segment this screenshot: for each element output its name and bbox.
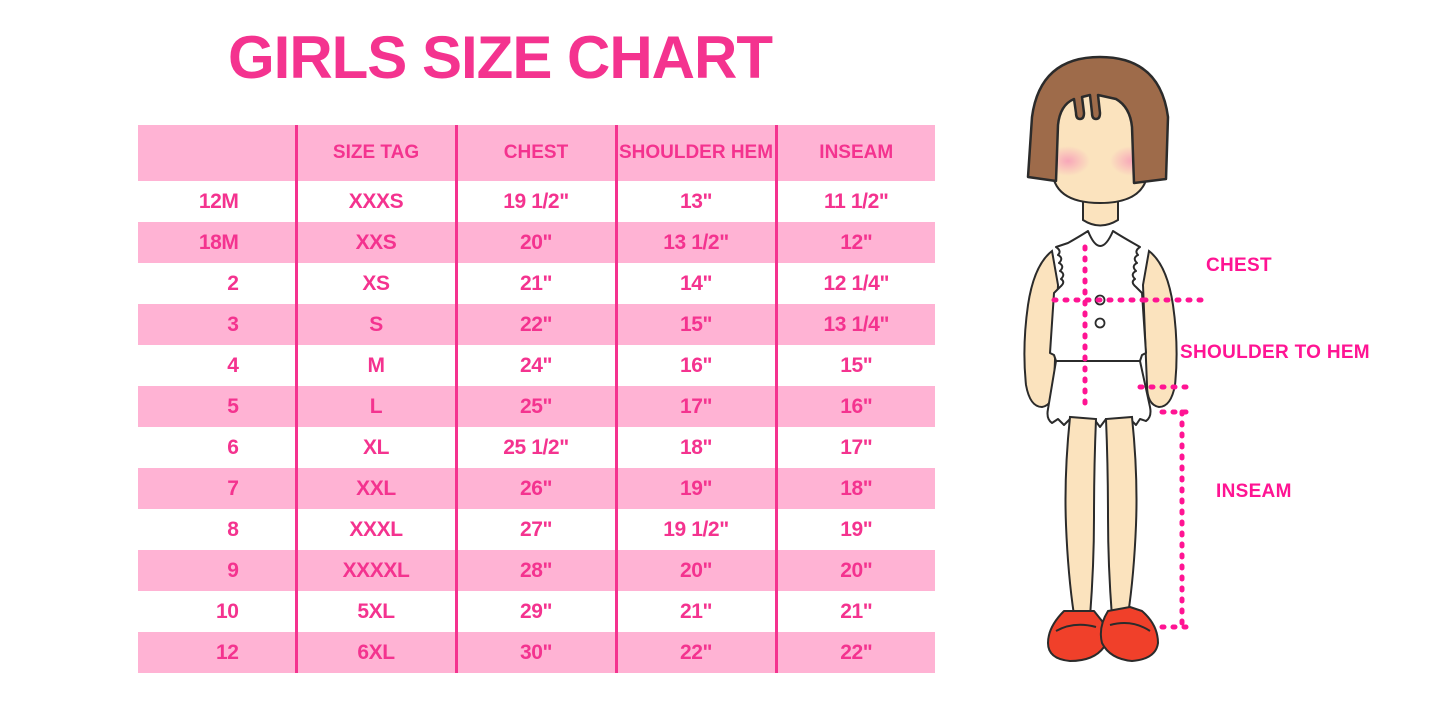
- cell-chest: 21": [454, 263, 616, 304]
- cell-shoulder-hem: 20": [614, 550, 776, 591]
- cell-size-tag: S: [294, 304, 456, 345]
- cell-shoulder-hem: 19 1/2": [614, 509, 776, 550]
- table-body: SIZE TAG CHEST SHOULDER HEM INSEAM 12M X…: [138, 125, 935, 673]
- cell-shoulder-hem: 15": [614, 304, 776, 345]
- cell-chest: 22": [454, 304, 616, 345]
- cell-inseam: 11 1/2": [774, 181, 935, 222]
- leg-right: [1104, 415, 1138, 619]
- cell-shoulder-hem: 17": [614, 386, 776, 427]
- cell-inseam: 12 1/4": [774, 263, 935, 304]
- label-shoulder-to-hem: SHOULDER TO HEM: [1180, 342, 1370, 363]
- table-row: 10 5XL 29" 21" 21": [138, 591, 935, 632]
- girl-figure-illustration: [990, 55, 1240, 695]
- table-row: 4 M 24" 16" 15": [138, 345, 935, 386]
- cell-shoulder-hem: 21": [614, 591, 776, 632]
- cell-inseam: 16": [774, 386, 935, 427]
- table-row: 8 XXXL 27" 19 1/2" 19": [138, 509, 935, 550]
- skirt-garment: [1046, 360, 1152, 428]
- column-header-inseam: INSEAM: [774, 125, 935, 181]
- cell-size-tag: XXXL: [294, 509, 456, 550]
- button-lower: [1094, 317, 1106, 329]
- cell-size-tag: 6XL: [294, 632, 456, 673]
- cell-inseam: 15": [774, 345, 935, 386]
- cell-size: 8: [138, 509, 296, 550]
- cell-inseam: 13 1/4": [774, 304, 935, 345]
- cell-size: 5: [138, 386, 296, 427]
- cell-size: 4: [138, 345, 296, 386]
- cell-size: 18M: [138, 222, 296, 263]
- cell-chest: 19 1/2": [454, 181, 616, 222]
- cell-chest: 29": [454, 591, 616, 632]
- cell-size: 3: [138, 304, 296, 345]
- cell-shoulder-hem: 13": [614, 181, 776, 222]
- cell-shoulder-hem: 14": [614, 263, 776, 304]
- table-row: 12M XXXS 19 1/2" 13" 11 1/2": [138, 181, 935, 222]
- cell-chest: 26": [454, 468, 616, 509]
- label-inseam: INSEAM: [1216, 481, 1292, 502]
- page-title: GIRLS SIZE CHART: [227, 24, 773, 91]
- cell-size-tag: XL: [294, 427, 456, 468]
- table-row: 5 L 25" 17" 16": [138, 386, 935, 427]
- shoe-right: [1099, 606, 1159, 662]
- cell-size: 7: [138, 468, 296, 509]
- cell-shoulder-hem: 19": [614, 468, 776, 509]
- cell-size: 2: [138, 263, 296, 304]
- table-row: 18M XXS 20" 13 1/2" 12": [138, 222, 935, 263]
- cell-inseam: 20": [774, 550, 935, 591]
- label-chest: CHEST: [1206, 255, 1272, 276]
- cell-inseam: 22": [774, 632, 935, 673]
- cell-size-tag: XS: [294, 263, 456, 304]
- table-row: 3 S 22" 15" 13 1/4": [138, 304, 935, 345]
- cell-inseam: 21": [774, 591, 935, 632]
- cell-chest: 24": [454, 345, 616, 386]
- table-row: 6 XL 25 1/2" 18" 17": [138, 427, 935, 468]
- cell-chest: 27": [454, 509, 616, 550]
- cell-chest: 30": [454, 632, 616, 673]
- column-header-size-tag: SIZE TAG: [294, 125, 456, 181]
- column-header-shoulder-hem: SHOULDER HEM: [614, 125, 776, 181]
- cell-chest: 25 1/2": [454, 427, 616, 468]
- table-row: 9 XXXXL 28" 20" 20": [138, 550, 935, 591]
- girl-figure-svg: [1023, 55, 1209, 662]
- cell-size-tag: M: [294, 345, 456, 386]
- cell-shoulder-hem: 22": [614, 632, 776, 673]
- cell-shoulder-hem: 18": [614, 427, 776, 468]
- cell-inseam: 18": [774, 468, 935, 509]
- cell-size-tag: XXXS: [294, 181, 456, 222]
- size-chart-table: SIZE TAG CHEST SHOULDER HEM INSEAM 12M X…: [138, 125, 935, 673]
- hair-shape: [1026, 55, 1170, 185]
- shoe-strap-left: [1055, 623, 1097, 632]
- cell-inseam: 12": [774, 222, 935, 263]
- cell-inseam: 17": [774, 427, 935, 468]
- arm-right: [1141, 249, 1178, 409]
- cell-size-tag: L: [294, 386, 456, 427]
- column-header-size: [138, 125, 296, 181]
- cell-size-tag: 5XL: [294, 591, 456, 632]
- table-row: 12 6XL 30" 22" 22": [138, 632, 935, 673]
- cell-size: 12: [138, 632, 296, 673]
- table-header-row: SIZE TAG CHEST SHOULDER HEM INSEAM: [138, 125, 935, 181]
- cell-shoulder-hem: 16": [614, 345, 776, 386]
- cell-size-tag: XXL: [294, 468, 456, 509]
- table-row: 2 XS 21" 14" 12 1/4": [138, 263, 935, 304]
- cell-chest: 25": [454, 386, 616, 427]
- cell-chest: 28": [454, 550, 616, 591]
- cell-chest: 20": [454, 222, 616, 263]
- cell-size-tag: XXS: [294, 222, 456, 263]
- cell-size-tag: XXXXL: [294, 550, 456, 591]
- cell-size: 12M: [138, 181, 296, 222]
- cell-size: 9: [138, 550, 296, 591]
- shoe-left: [1047, 610, 1107, 662]
- column-header-chest: CHEST: [454, 125, 616, 181]
- leg-left: [1064, 415, 1098, 619]
- shoe-strap-right: [1109, 622, 1151, 632]
- cell-shoulder-hem: 13 1/2": [614, 222, 776, 263]
- cell-size: 10: [138, 591, 296, 632]
- table-row: 7 XXL 26" 19" 18": [138, 468, 935, 509]
- cell-size: 6: [138, 427, 296, 468]
- cell-inseam: 19": [774, 509, 935, 550]
